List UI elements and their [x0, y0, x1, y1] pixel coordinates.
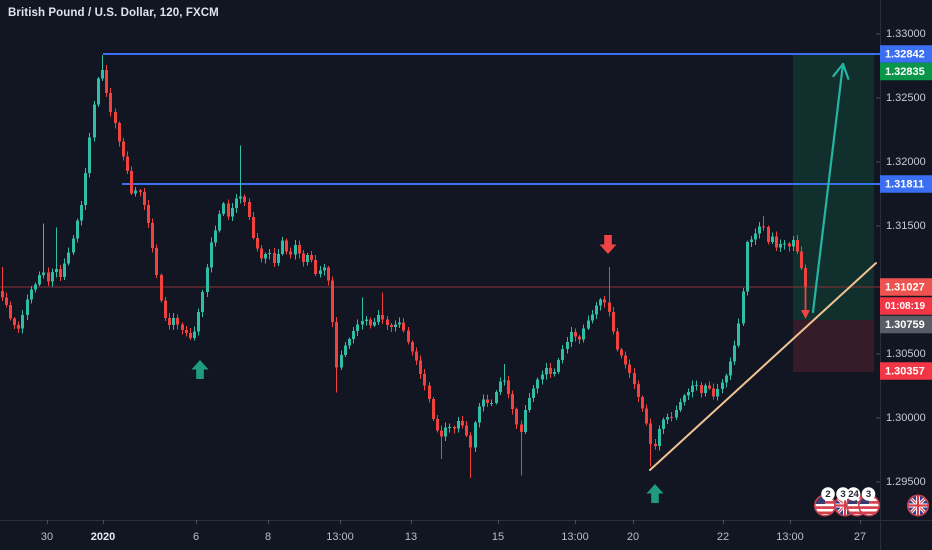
svg-text:1.32835: 1.32835 — [885, 66, 925, 78]
time-tick-label: 27 — [854, 531, 866, 543]
economic-events-row[interactable]: 2 3 24 3 — [813, 487, 929, 517]
time-tick-label: 22 — [717, 531, 729, 543]
svg-text:1.31027: 1.31027 — [885, 282, 925, 294]
economic-event-flag-uk[interactable] — [906, 494, 929, 517]
time-tick-label: 15 — [492, 531, 504, 543]
time-tick-label: 30 — [41, 531, 53, 543]
price-tick-label: 1.32000 — [886, 156, 926, 168]
price-tick-label: 1.32500 — [886, 92, 926, 104]
time-tick-label: 2020 — [91, 531, 115, 543]
price-tick-label: 1.30000 — [886, 412, 926, 424]
time-tick-label: 13:00 — [776, 531, 804, 543]
event-count-badge: 24 — [846, 487, 861, 501]
time-tick-label: 13:00 — [326, 531, 354, 543]
candlestick-series[interactable] — [1, 55, 807, 479]
time-tick-label: 13 — [405, 531, 417, 543]
svg-text:24: 24 — [848, 489, 859, 500]
green-up-arrow-marker — [646, 484, 664, 503]
price-axis-badge-resistance-line-price: 1.31811 — [880, 175, 932, 193]
event-count-badge: 2 — [821, 487, 835, 501]
chart-drawings[interactable] — [649, 62, 877, 471]
event-count-badge: 3 — [861, 487, 876, 501]
price-axis-badge-resistance-line-price: 1.32842 — [880, 45, 932, 63]
signal-arrow-markers[interactable] — [191, 235, 664, 503]
svg-text:01:08:19: 01:08:19 — [885, 301, 925, 312]
price-axis-badge-long-stop-price: 1.30357 — [880, 362, 932, 380]
price-tick-label: 1.33000 — [886, 28, 926, 40]
svg-text:2: 2 — [825, 489, 830, 500]
svg-text:3: 3 — [840, 489, 845, 500]
time-tick-label: 6 — [193, 531, 199, 543]
svg-text:3: 3 — [866, 489, 871, 500]
svg-text:1.31811: 1.31811 — [885, 179, 924, 191]
svg-text:1.30357: 1.30357 — [885, 366, 925, 378]
long-risk-box — [793, 320, 874, 372]
ascending-trendline — [649, 262, 877, 471]
price-tick-label: 1.31500 — [886, 220, 926, 232]
svg-text:1.32842: 1.32842 — [885, 49, 925, 61]
time-tick-label: 8 — [265, 531, 271, 543]
price-level-lines[interactable] — [0, 53, 880, 288]
symbol-title: British Pound / U.S. Dollar, 120, FXCM — [8, 7, 219, 19]
time-tick-label: 13:00 — [561, 531, 589, 543]
price-axis-badge-current-price: 1.31027 — [880, 278, 932, 296]
price-axis-badge-long-target-price: 1.32835 — [880, 62, 932, 81]
bullish-projection-arrow — [811, 62, 850, 314]
green-up-arrow-marker — [191, 360, 209, 379]
red-down-drawn-arrowhead — [801, 310, 810, 319]
time-tick-label: 20 — [627, 531, 639, 543]
price-tick-label: 1.30500 — [886, 348, 926, 360]
red-down-arrow-marker — [599, 235, 617, 254]
event-count-badge: 3 — [836, 487, 850, 501]
price-axis-badge-long-entry-price: 1.30759 — [880, 315, 932, 334]
price-tick-label: 1.29500 — [886, 476, 926, 488]
svg-text:1.30759: 1.30759 — [885, 319, 925, 331]
price-axis-badge-bar-countdown: 01:08:19 — [880, 297, 932, 315]
long-position-tool[interactable] — [793, 55, 874, 372]
